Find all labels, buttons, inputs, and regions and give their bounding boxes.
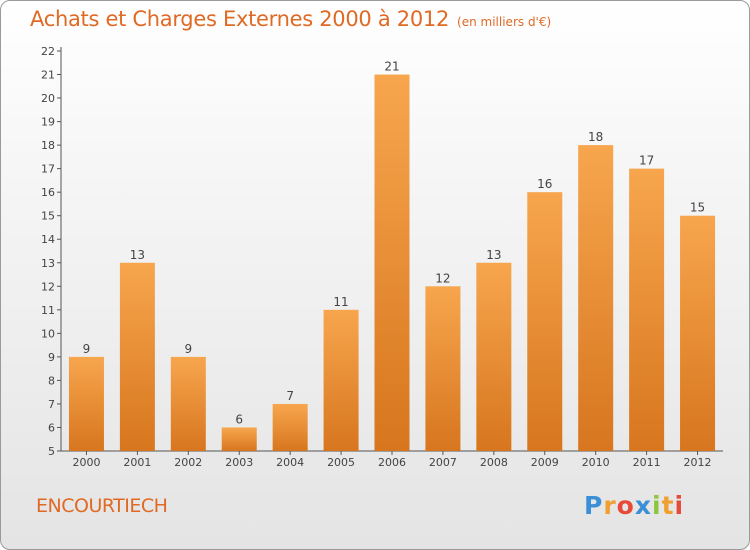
x-tick-label: 2007 bbox=[429, 456, 457, 469]
y-tick-label: 20 bbox=[41, 92, 55, 105]
y-tick-label: 22 bbox=[41, 45, 55, 58]
chart-subtitle: (en milliers d'€) bbox=[457, 15, 552, 29]
data-label: 15 bbox=[690, 201, 705, 215]
x-tick-label: 2000 bbox=[72, 456, 100, 469]
logo-letter: x bbox=[634, 491, 652, 520]
x-tick-label: 2008 bbox=[480, 456, 508, 469]
y-tick-label: 5 bbox=[48, 445, 55, 458]
x-tick-label: 2006 bbox=[378, 456, 406, 469]
data-label: 12 bbox=[435, 271, 450, 285]
data-label: 11 bbox=[333, 295, 348, 309]
bar bbox=[578, 145, 614, 451]
logo-letter: P bbox=[584, 491, 604, 520]
x-tick-label: 2011 bbox=[633, 456, 661, 469]
y-tick-label: 14 bbox=[41, 233, 55, 246]
x-tick-label: 2010 bbox=[582, 456, 610, 469]
bar bbox=[221, 427, 257, 451]
x-tick-label: 2012 bbox=[684, 456, 712, 469]
y-tick-label: 11 bbox=[41, 304, 55, 317]
bar bbox=[323, 309, 359, 451]
y-tick-label: 19 bbox=[41, 116, 55, 129]
data-label: 16 bbox=[537, 177, 552, 191]
proxiti-logo[interactable]: Proxiti bbox=[584, 491, 684, 520]
x-axis: 2000 2001 2002 2003 2004 2005 2006 2007 2008 2009… bbox=[61, 450, 723, 469]
x-tick-label: 2003 bbox=[225, 456, 253, 469]
bars bbox=[68, 74, 716, 452]
y-tick-label: 7 bbox=[48, 398, 55, 411]
y-tick-label: 16 bbox=[41, 186, 55, 199]
y-tick-label: 13 bbox=[41, 257, 55, 270]
logo-letter: i bbox=[674, 491, 685, 520]
x-tick-label: 2001 bbox=[123, 456, 151, 469]
x-tick-label: 2009 bbox=[531, 456, 559, 469]
bar bbox=[119, 262, 155, 451]
chart-title: Achats et Charges Externes 2000 à 2012 bbox=[30, 7, 450, 31]
y-tick-label: 15 bbox=[41, 210, 55, 223]
data-label: 7 bbox=[286, 389, 294, 403]
x-tick-label: 2002 bbox=[174, 456, 202, 469]
data-label: 17 bbox=[639, 154, 654, 168]
bar bbox=[629, 168, 665, 451]
data-labels: 9 13 9 6 7 11 21 12 13 16 18 17 15 bbox=[83, 60, 706, 427]
data-label: 21 bbox=[384, 60, 399, 74]
y-tick-label: 21 bbox=[41, 69, 55, 82]
bar bbox=[374, 74, 410, 451]
y-tick-label: 6 bbox=[48, 421, 55, 434]
y-axis: 5 6 7 8 9 10 11 12 13 14 15 16 17 18 19 20 21 22 bbox=[41, 45, 62, 458]
y-tick-label: 9 bbox=[48, 351, 55, 364]
bar bbox=[680, 215, 716, 451]
title-block: Achats et Charges Externes 2000 à 2012 (e… bbox=[30, 7, 551, 31]
bar bbox=[170, 356, 206, 451]
data-label: 13 bbox=[130, 248, 145, 262]
bar bbox=[272, 403, 308, 451]
data-label: 9 bbox=[184, 342, 192, 356]
y-tick-label: 17 bbox=[41, 163, 55, 176]
logo-letter: o bbox=[616, 491, 635, 520]
x-tick-label: 2005 bbox=[327, 456, 355, 469]
logo-letter: i bbox=[652, 491, 662, 520]
data-label: 9 bbox=[83, 342, 91, 356]
x-tick-label: 2004 bbox=[276, 456, 304, 469]
bar bbox=[425, 286, 461, 451]
y-tick-label: 12 bbox=[41, 280, 55, 293]
y-tick-label: 18 bbox=[41, 139, 55, 152]
data-label: 6 bbox=[235, 412, 243, 426]
logo-letter: r bbox=[603, 491, 617, 520]
bar bbox=[527, 192, 563, 452]
logo-letter: t bbox=[661, 491, 675, 520]
data-label: 13 bbox=[486, 248, 501, 262]
commune-name: ENCOURTIECH bbox=[36, 495, 168, 517]
y-tick-label: 10 bbox=[41, 327, 55, 340]
y-tick-label: 8 bbox=[48, 374, 55, 387]
data-label: 18 bbox=[588, 130, 603, 144]
bar bbox=[68, 356, 104, 451]
bar bbox=[476, 262, 512, 451]
